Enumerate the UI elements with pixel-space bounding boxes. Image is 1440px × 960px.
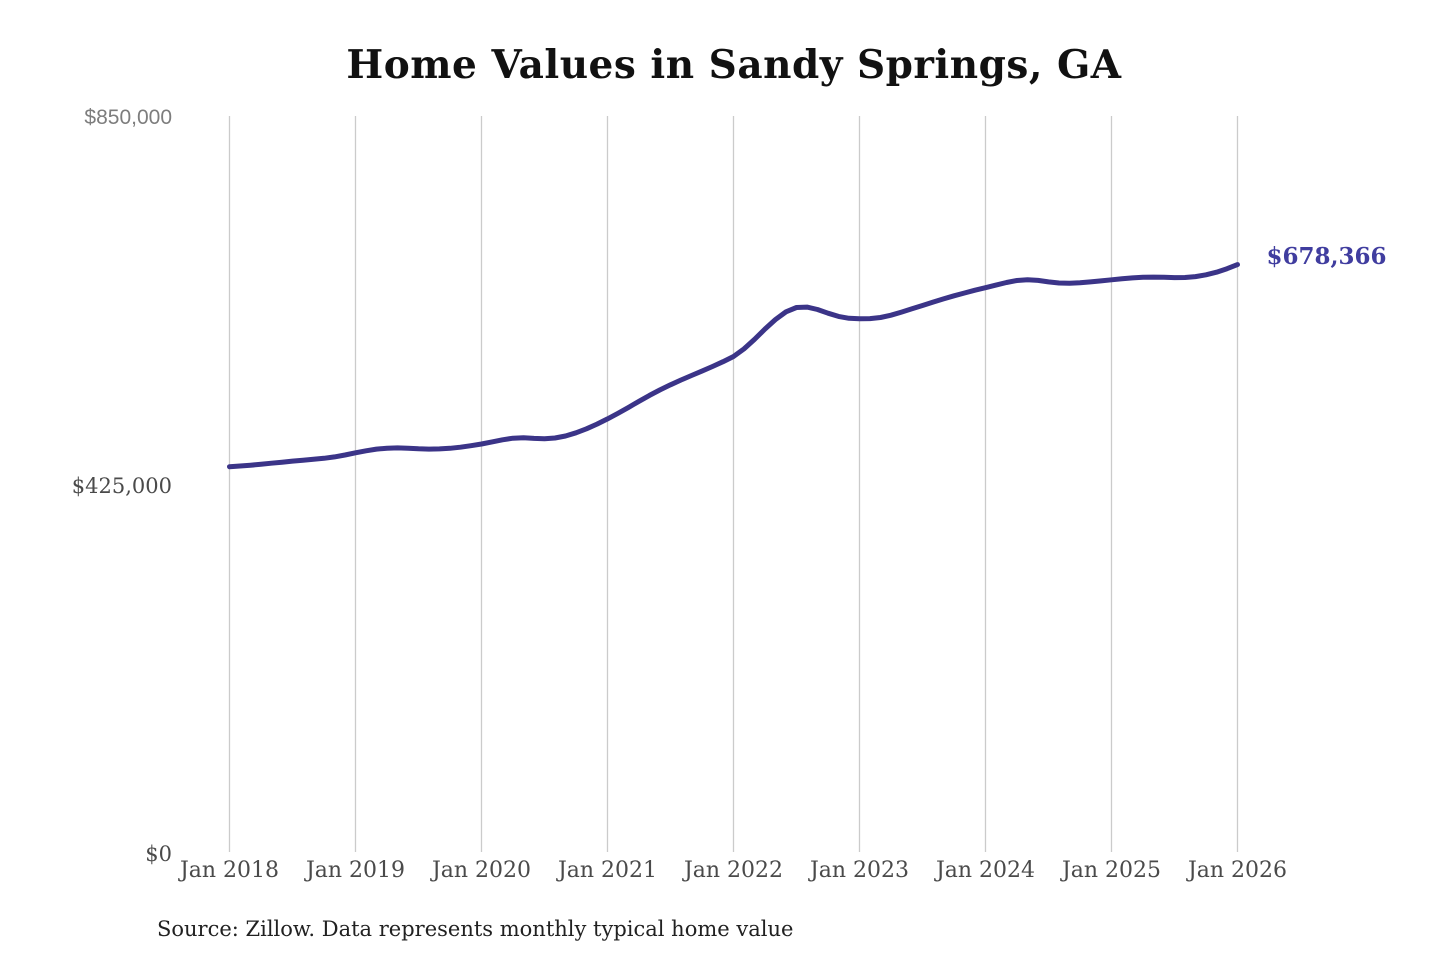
y-axis-label: $425,000 [71,474,172,498]
x-axis-label: Jan 2025 [1061,858,1162,883]
latest-value-label: $678,366 [1266,242,1387,270]
gridlines-group [228,116,1239,852]
y-axis-label: $0 [145,842,172,866]
source-note: Source: Zillow. Data represents monthly … [157,917,794,941]
x-axis-label: Jan 2026 [1187,858,1288,883]
value-line [227,262,1240,470]
x-axis-label: Jan 2019 [305,858,406,883]
x-axis-label: Jan 2020 [431,858,532,883]
x-axis-label: Jan 2023 [809,858,910,883]
x-axis-label: Jan 2021 [557,858,658,883]
x-axis-label: Jan 2024 [935,858,1036,883]
x-axis-label: Jan 2018 [179,858,280,883]
x-axis-label: Jan 2022 [683,858,784,883]
y-axis-label: $850,000 [84,106,172,129]
chart-title: Home Values in Sandy Springs, GA [346,42,1122,88]
